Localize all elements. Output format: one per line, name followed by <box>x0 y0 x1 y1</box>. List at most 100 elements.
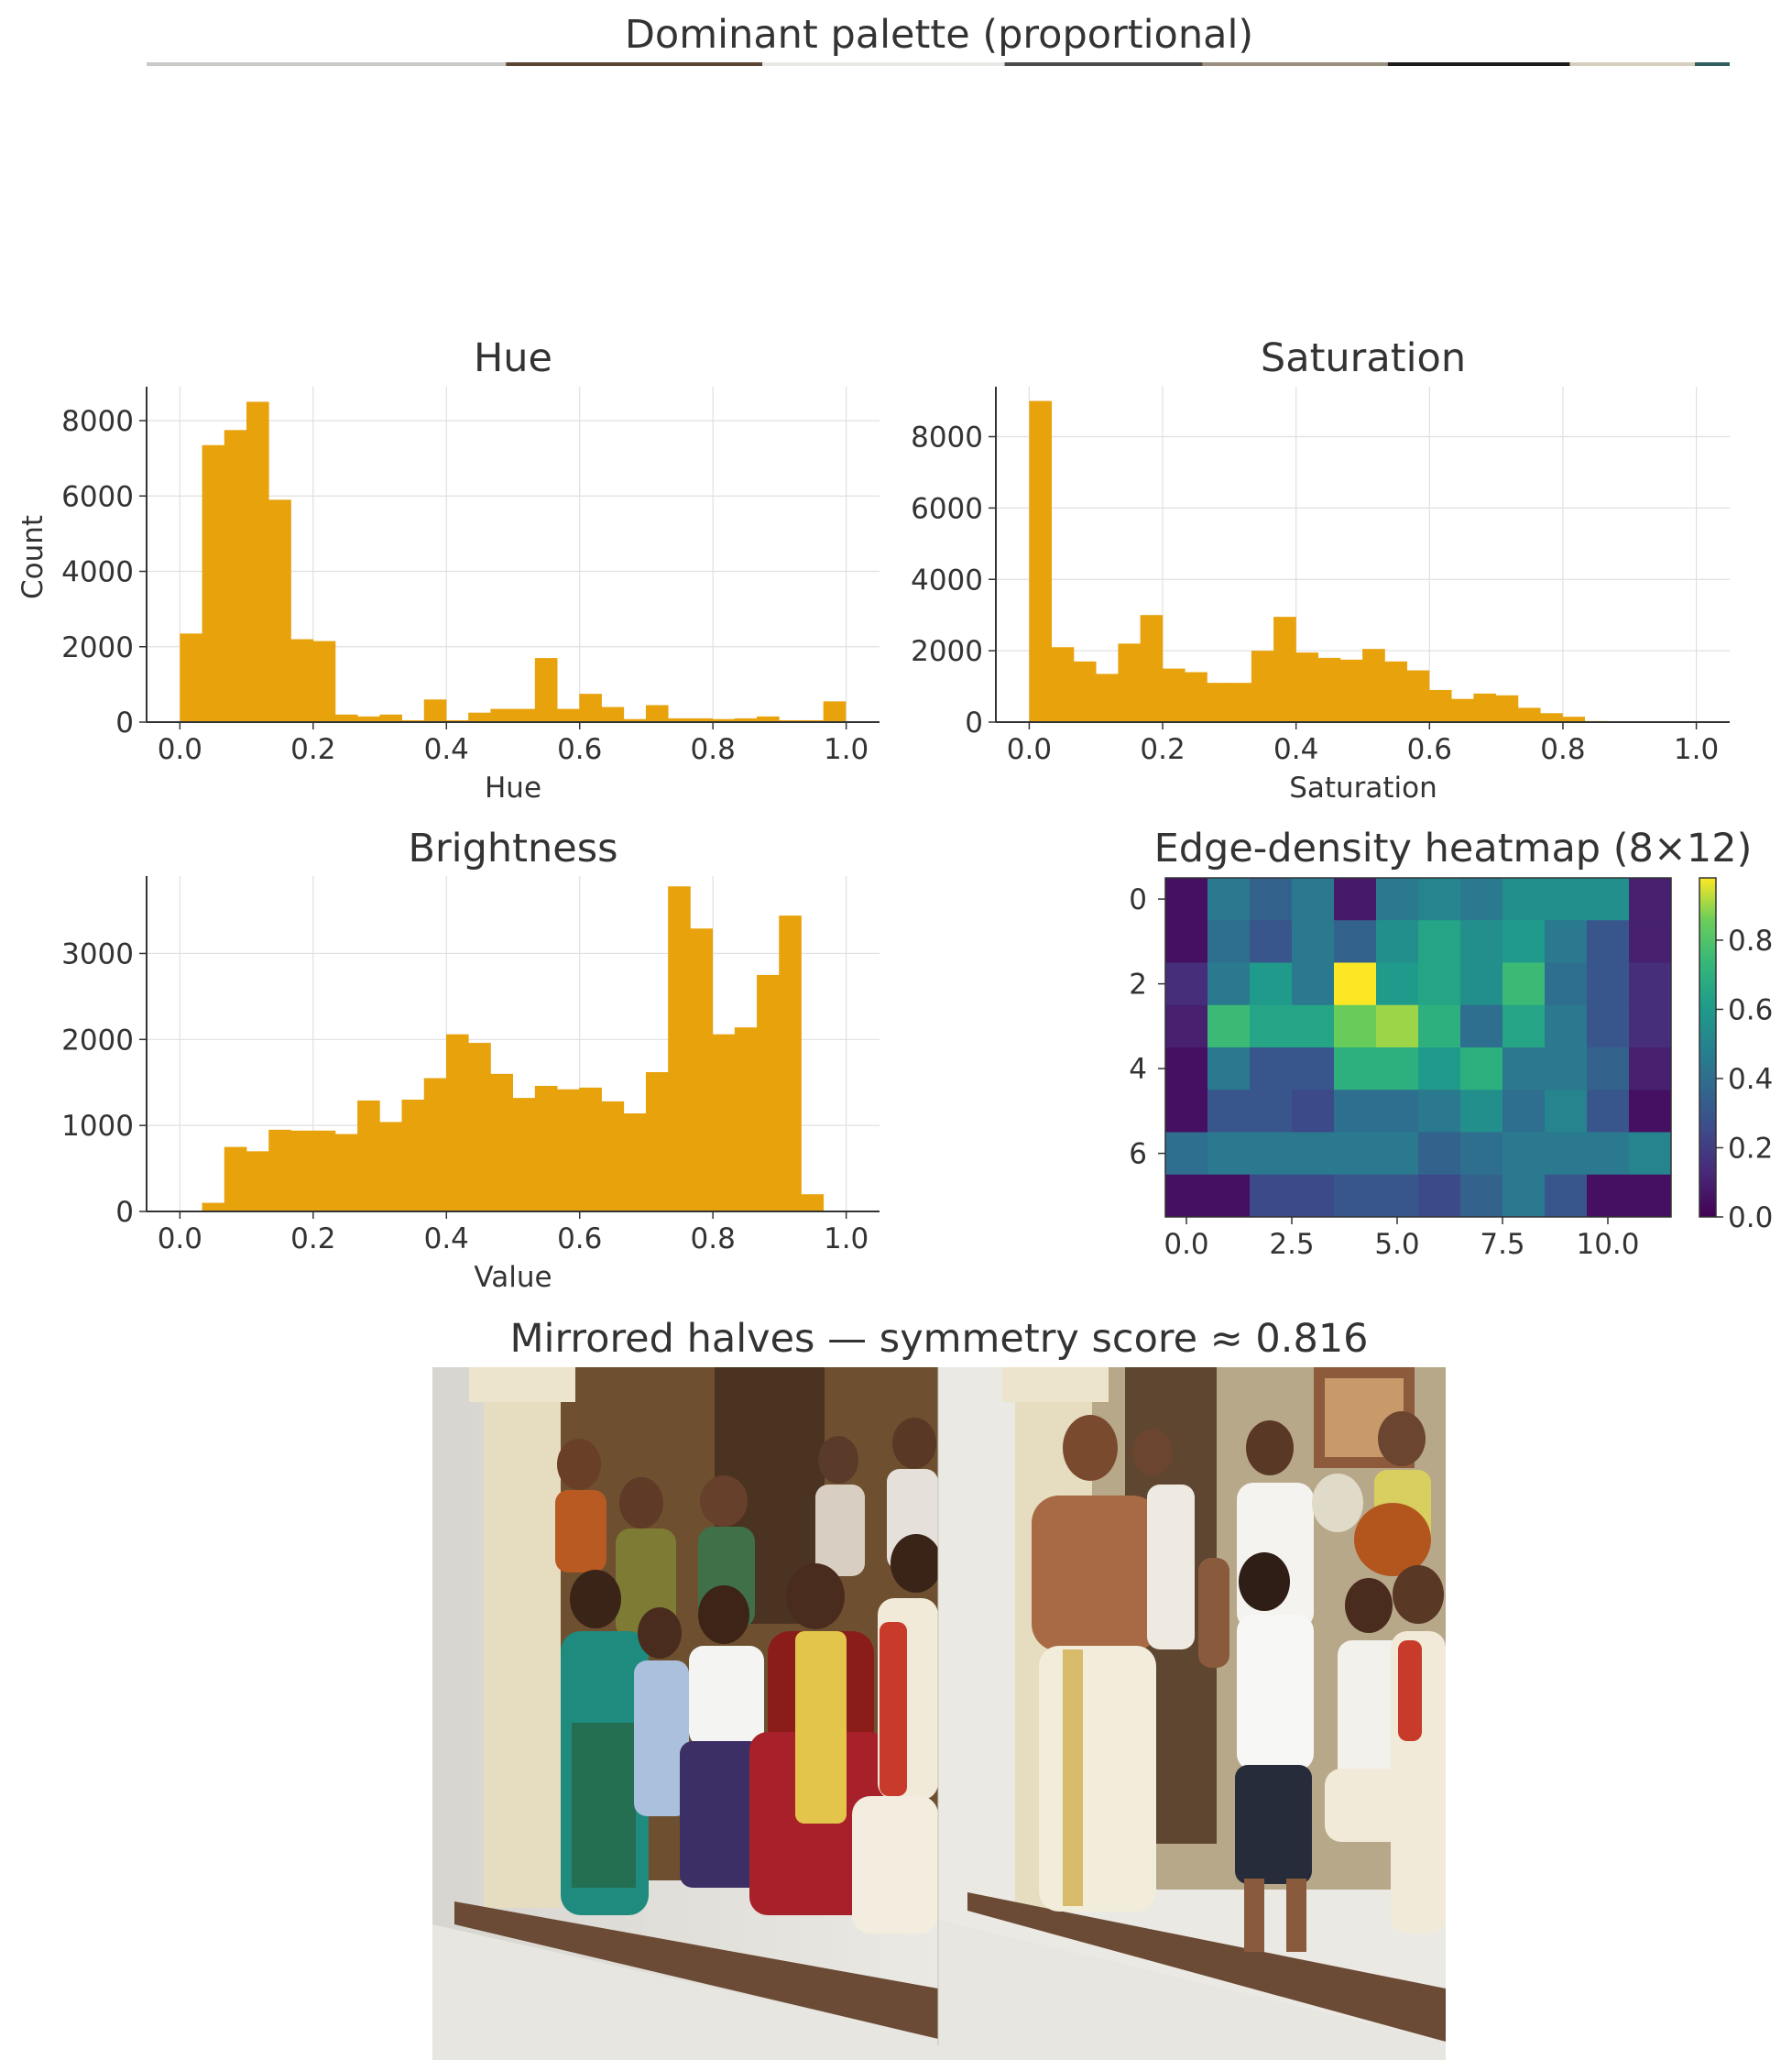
histogram-bar <box>1295 652 1319 722</box>
heatmap-cell <box>1460 1047 1503 1090</box>
symmetry-title: Mirrored halves — symmetry score ≈ 0.816 <box>509 1316 1368 1362</box>
x-tick-label: 1.0 <box>824 733 869 766</box>
histogram-bar <box>468 712 491 722</box>
histogram-bar <box>645 705 669 722</box>
histogram-bar <box>1562 717 1586 722</box>
histogram-bar <box>557 708 580 722</box>
heatmap-cell <box>1418 920 1461 963</box>
heatmap-cell <box>1502 1174 1546 1218</box>
heatmap-cell <box>1629 1004 1672 1048</box>
histogram-bar <box>1273 617 1296 722</box>
hue-title: Hue <box>474 335 552 381</box>
histogram-bar <box>1428 689 1452 722</box>
heatmap-cell <box>1460 920 1503 963</box>
x-tick-label: 0.4 <box>424 1222 469 1255</box>
palette-swatch-5 <box>1387 62 1570 66</box>
histogram-bar <box>645 1071 669 1211</box>
heatmap-cell <box>1292 920 1335 963</box>
heatmap-cell <box>1250 962 1293 1006</box>
heatmap-cell <box>1587 1090 1630 1133</box>
heatmap-cell <box>1165 1004 1208 1048</box>
histogram-bar <box>224 430 247 722</box>
saturation-title: Saturation <box>1261 335 1466 381</box>
heatmap-cell <box>1629 1047 1672 1090</box>
heatmap-cell <box>1207 1004 1251 1048</box>
x-tick-label: 0.4 <box>424 733 469 766</box>
x-tick-label: 0.0 <box>1164 1228 1208 1261</box>
heatmap-cell <box>1250 1090 1293 1133</box>
heatmap-cell <box>1545 1090 1588 1133</box>
histogram-bar <box>246 401 269 722</box>
x-tick-label: 0.4 <box>1273 733 1318 766</box>
heatmap-cell <box>1165 1090 1208 1133</box>
histogram-bar <box>1495 695 1519 722</box>
histogram-bar <box>534 1085 558 1211</box>
palette-swatch-2 <box>762 62 1005 66</box>
histogram-bar <box>1406 670 1430 722</box>
y-tick-label: 2000 <box>911 635 983 668</box>
histogram-bar <box>690 718 713 722</box>
x-tick-label: 0.8 <box>691 733 736 766</box>
histogram-bar <box>1118 643 1142 722</box>
colorbar <box>1699 877 1717 1218</box>
histogram-bar <box>1229 683 1252 722</box>
histogram-bar <box>1096 674 1119 722</box>
x-tick-label: 5.0 <box>1374 1228 1419 1261</box>
heatmap-cell <box>1545 1174 1588 1218</box>
histogram-bar <box>1362 649 1385 722</box>
heatmap-cell <box>1629 1132 1672 1176</box>
palette-title: Dominant palette (proportional) <box>625 12 1253 58</box>
heatmap-cell <box>1545 962 1588 1006</box>
histogram-bar <box>202 444 225 722</box>
saturation-histogram: Saturation 0.0 0.2 0.4 0.6 0.8 1.0 0 2000 4000 6… <box>911 335 1730 805</box>
histogram-bar <box>1473 693 1497 722</box>
colorbar-tick-label: 0.4 <box>1728 1063 1773 1096</box>
heatmap-cell <box>1250 1004 1293 1048</box>
x-tick-label: 0.0 <box>158 1222 202 1255</box>
y-tick-label: 4000 <box>911 564 983 597</box>
heatmap-cell <box>1292 1090 1335 1133</box>
palette-swatch-6 <box>1569 62 1695 66</box>
histogram-bar <box>357 1100 380 1211</box>
histogram-bar <box>1517 707 1541 722</box>
histogram-bar <box>423 1078 447 1211</box>
heatmap-cell <box>1376 920 1419 963</box>
histogram-bar <box>1185 672 1207 722</box>
histogram-bar <box>357 716 380 722</box>
y-tick-label: 8000 <box>61 405 134 438</box>
x-tick-label: 0.2 <box>290 1222 335 1255</box>
heatmap-cell <box>1418 1004 1461 1048</box>
heatmap-cell <box>1502 920 1546 963</box>
histogram-bar <box>1317 657 1341 722</box>
hue-histogram: Hue 0.0 0.2 0.4 0.6 0.8 1.0 0 2000 4000 6000 8000… <box>16 335 880 805</box>
heatmap-cell <box>1165 920 1208 963</box>
histogram-bar <box>379 1122 402 1211</box>
photo-left-half <box>432 1367 942 2060</box>
histogram-bar <box>801 719 825 722</box>
colorbar-tick-label: 0.0 <box>1728 1201 1773 1234</box>
histogram-bar <box>312 641 336 722</box>
histogram-bar <box>401 719 425 722</box>
x-tick-label: 0.8 <box>691 1222 736 1255</box>
histogram-bar <box>401 1100 425 1211</box>
heatmap-cell <box>1629 1090 1672 1133</box>
heatmap-cell <box>1207 920 1251 963</box>
heatmap-cell <box>1587 920 1630 963</box>
palette-swatch-4 <box>1202 62 1388 66</box>
heatmap-cell <box>1545 920 1588 963</box>
heatmap-cell <box>1460 1174 1503 1218</box>
x-tick-label: 1.0 <box>824 1222 869 1255</box>
palette-swatch-1 <box>506 62 763 66</box>
x-tick-label: 10.0 <box>1576 1228 1639 1261</box>
histogram-bar <box>823 701 847 722</box>
x-tick-label: 0.6 <box>557 1222 602 1255</box>
heatmap-cell <box>1334 1174 1377 1218</box>
heatmap-cell <box>1207 1174 1251 1218</box>
heatmap-cell <box>1587 1047 1630 1090</box>
heatmap-cell <box>1207 878 1251 921</box>
histogram-bar <box>557 1089 580 1211</box>
histogram-bar <box>579 1087 602 1211</box>
histogram-bar <box>1339 659 1363 722</box>
histogram-bar <box>246 1151 269 1211</box>
heatmap-cell <box>1502 1090 1546 1133</box>
